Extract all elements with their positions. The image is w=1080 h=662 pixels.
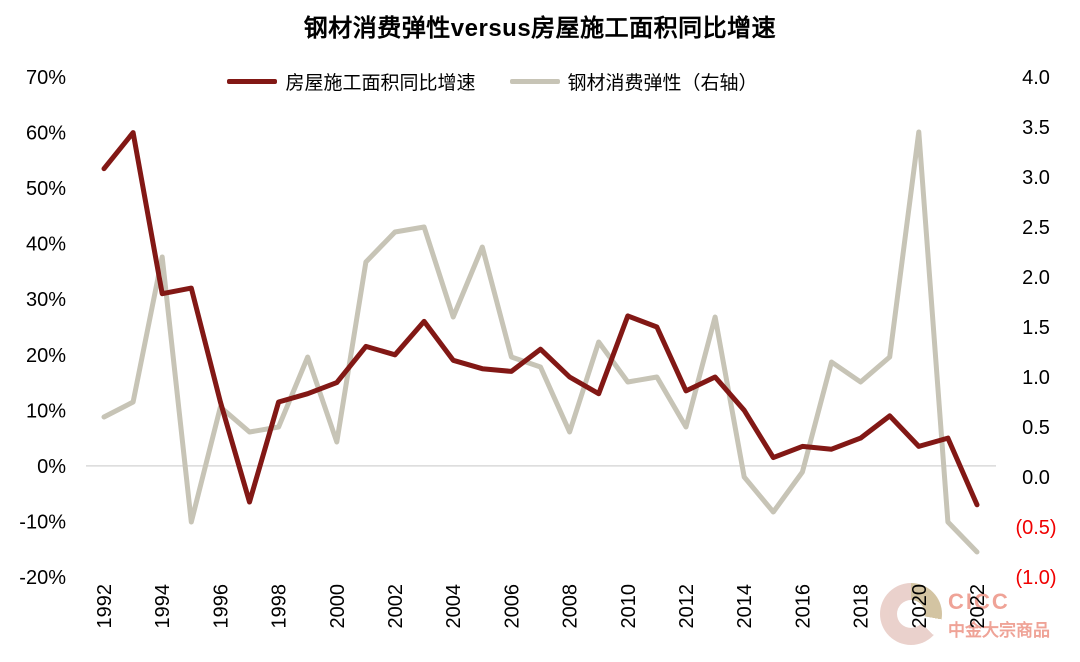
- right-axis-tick-label: 0.5: [1022, 417, 1050, 439]
- legend-label: 钢材消费弹性（右轴）: [567, 72, 758, 94]
- left-axis-tick-label: 30%: [26, 289, 66, 311]
- cicc-brand-text: CICC: [948, 589, 1010, 614]
- cicc-brand-cn-text: 中金大宗商品: [948, 621, 1050, 640]
- legend-item-construction-growth: 房屋施工面积同比增速: [227, 68, 476, 95]
- legend-line-swatch-gray: [509, 78, 560, 84]
- left-axis-tick-label: 40%: [26, 234, 66, 256]
- chart-title: 钢材消费弹性versus房屋施工面积同比增速: [303, 15, 777, 42]
- x-axis-tick-label: 2020: [909, 584, 931, 629]
- right-axis-tick-label: 2.0: [1022, 267, 1050, 289]
- left-axis-tick-label: 60%: [26, 123, 66, 145]
- cicc-watermark-text: CICC 中金大宗商品: [948, 583, 1050, 645]
- left-axis-tick-label: -20%: [19, 567, 66, 589]
- x-axis-tick-label: 2010: [618, 584, 640, 629]
- x-axis-tick-label: 2000: [327, 584, 349, 629]
- x-axis-tick-label: 2004: [443, 584, 465, 629]
- x-axis-tick-label: 1994: [152, 584, 174, 629]
- x-axis-tick-label: 2018: [851, 584, 873, 629]
- x-axis-tick-label: 2016: [792, 584, 814, 629]
- x-axis-tick-label: 2008: [560, 584, 582, 629]
- cicc-watermark: CICC 中金大宗商品: [880, 583, 1050, 645]
- cicc-logo-icon: [880, 583, 942, 645]
- right-axis-tick-label: 1.5: [1022, 317, 1050, 339]
- x-axis-tick-label: 2014: [734, 584, 756, 629]
- right-axis-tick-label: (1.0): [1015, 567, 1056, 589]
- right-axis-tick-label: 3.5: [1022, 117, 1050, 139]
- x-axis-tick-label: 2022: [967, 584, 989, 629]
- legend-label: 房屋施工面积同比增速: [285, 72, 476, 94]
- left-axis-tick-label: 70%: [26, 67, 66, 89]
- cicc-logo-hole: [897, 600, 925, 628]
- x-axis-tick-label: 1998: [269, 584, 291, 629]
- legend-item-steel-elasticity: 钢材消费弹性（右轴）: [509, 68, 758, 95]
- right-axis-tick-label: 3.0: [1022, 167, 1050, 189]
- x-axis-tick-label: 2002: [385, 584, 407, 629]
- right-axis-tick-label: 1.0: [1022, 367, 1050, 389]
- right-axis-tick-label: 4.0: [1022, 67, 1050, 89]
- left-axis-tick-label: 20%: [26, 345, 66, 367]
- x-axis-tick-label: 1992: [94, 584, 116, 629]
- series-line-construction-growth: [101, 130, 980, 508]
- right-axis-tick-label: (0.5): [1015, 517, 1056, 539]
- x-axis-tick-label: 2012: [676, 584, 698, 629]
- left-axis-tick-label: 10%: [26, 400, 66, 422]
- left-axis-tick-label: 0%: [37, 456, 66, 478]
- x-axis-tick-label: 2006: [501, 584, 523, 629]
- left-axis-tick-label: 50%: [26, 178, 66, 200]
- right-axis-tick-label: 0.0: [1022, 467, 1050, 489]
- chart-legend: 房屋施工面积同比增速 钢材消费弹性（右轴）: [0, 68, 985, 94]
- right-axis-tick-label: 2.5: [1022, 217, 1050, 239]
- legend-line-swatch-red: [227, 78, 278, 84]
- left-axis-tick-label: -10%: [19, 511, 66, 533]
- series-line-steel-elasticity: [101, 129, 980, 555]
- x-axis-tick-label: 1996: [210, 584, 232, 629]
